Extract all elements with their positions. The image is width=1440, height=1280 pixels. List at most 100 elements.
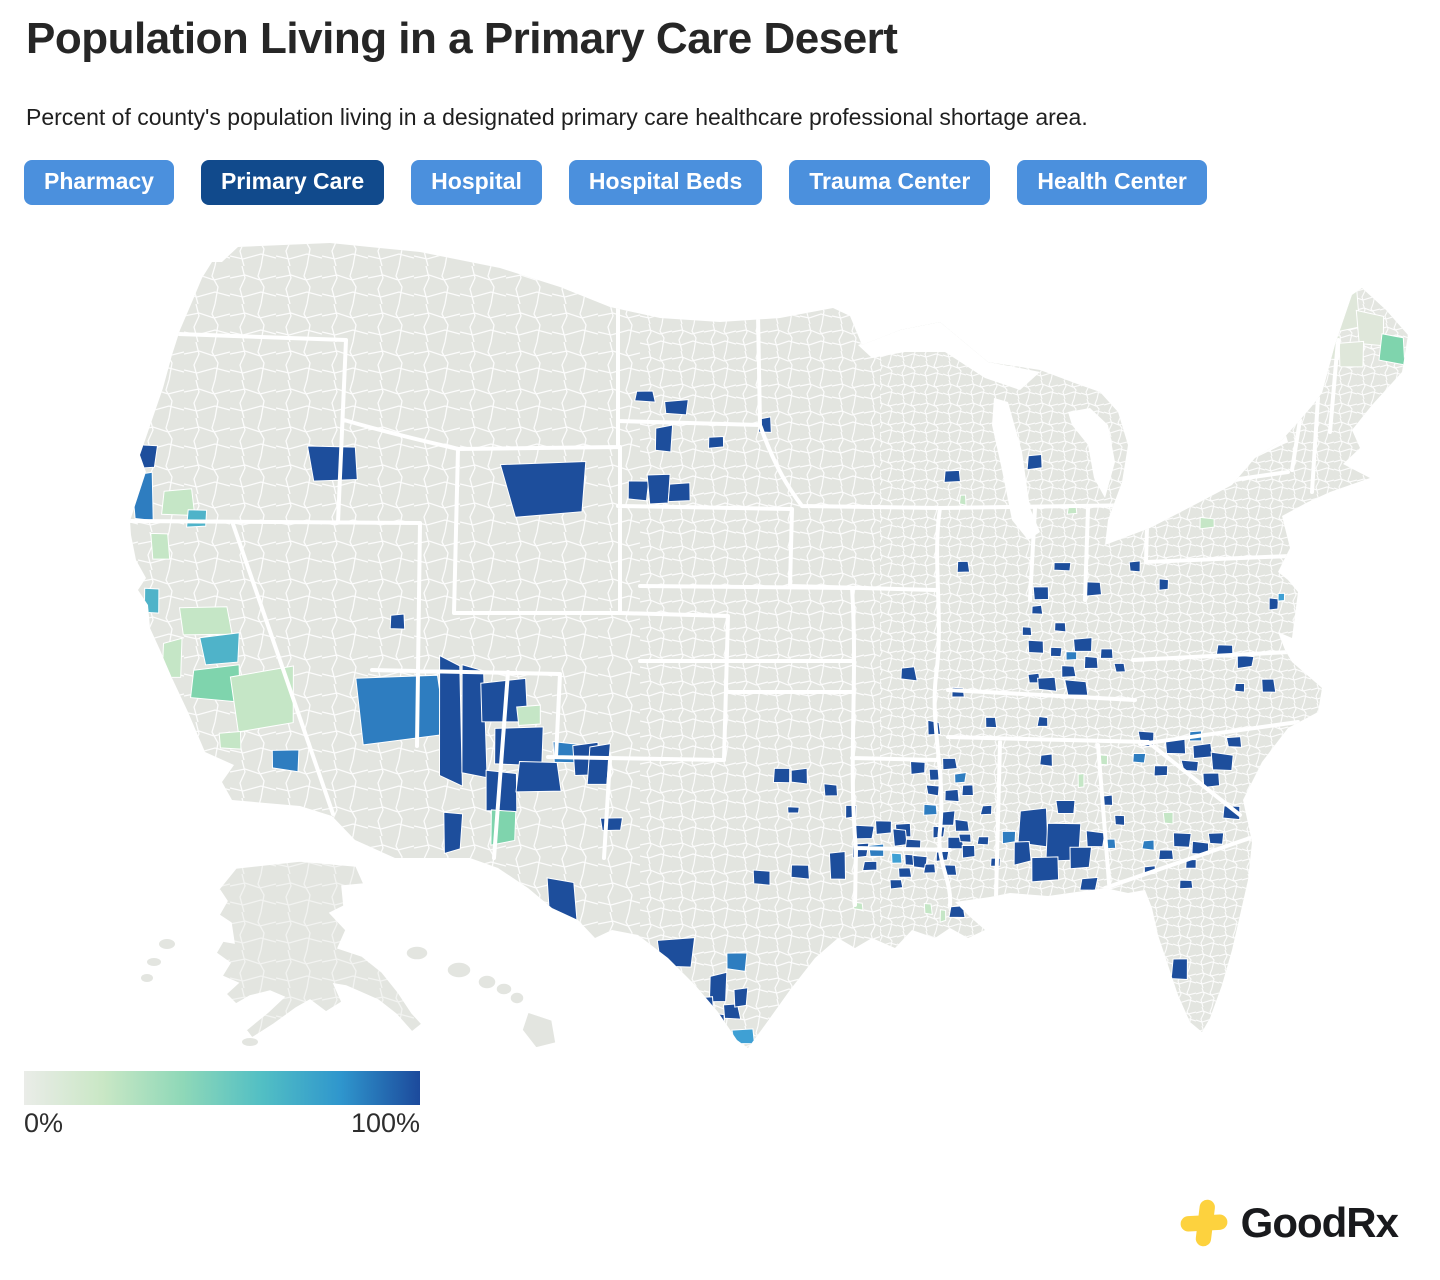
county-shape[interactable]	[1021, 626, 1033, 637]
county-shape[interactable]	[1207, 832, 1225, 845]
county-shape[interactable]	[961, 844, 976, 859]
county-shape[interactable]	[161, 637, 183, 678]
filter-button-primary-care[interactable]: Primary Care	[200, 160, 385, 206]
county-shape[interactable]	[939, 909, 947, 923]
county-shape[interactable]	[1109, 524, 1118, 535]
county-shape[interactable]	[656, 937, 696, 968]
county-shape[interactable]	[942, 757, 958, 771]
county-shape[interactable]	[1026, 453, 1043, 471]
county-shape[interactable]	[634, 390, 656, 403]
county-shape[interactable]	[1234, 683, 1246, 693]
county-shape[interactable]	[1180, 759, 1199, 772]
county-shape[interactable]	[854, 824, 875, 840]
county-shape[interactable]	[1079, 876, 1099, 891]
hawaii-shape[interactable]	[405, 945, 557, 1049]
county-shape[interactable]	[137, 444, 159, 469]
county-shape[interactable]	[485, 769, 518, 813]
county-shape[interactable]	[1064, 679, 1089, 696]
filter-button-health-center[interactable]: Health Center	[1017, 160, 1207, 206]
county-shape[interactable]	[976, 836, 990, 846]
county-shape[interactable]	[1199, 516, 1215, 530]
county-shape[interactable]	[954, 771, 968, 784]
county-shape[interactable]	[708, 971, 728, 1003]
county-shape[interactable]	[956, 560, 971, 573]
county-shape[interactable]	[722, 1003, 742, 1020]
county-shape[interactable]	[1077, 772, 1085, 789]
county-shape[interactable]	[1031, 604, 1044, 615]
county-shape[interactable]	[790, 864, 810, 880]
county-shape[interactable]	[667, 482, 691, 503]
county-shape[interactable]	[1001, 830, 1017, 845]
county-shape[interactable]	[1158, 849, 1174, 861]
county-shape[interactable]	[1338, 340, 1365, 368]
county-shape[interactable]	[1053, 561, 1072, 572]
filter-button-pharmacy[interactable]: Pharmacy	[24, 160, 174, 206]
county-shape[interactable]	[1013, 840, 1032, 866]
county-shape[interactable]	[790, 767, 808, 785]
county-shape[interactable]	[150, 532, 171, 560]
county-shape[interactable]	[954, 818, 970, 832]
county-shape[interactable]	[900, 666, 918, 682]
county-shape[interactable]	[178, 606, 233, 636]
county-shape[interactable]	[130, 471, 154, 522]
county-shape[interactable]	[731, 1028, 756, 1045]
county-shape[interactable]	[828, 850, 847, 880]
county-shape[interactable]	[958, 833, 972, 843]
county-shape[interactable]	[892, 828, 908, 847]
county-shape[interactable]	[186, 509, 208, 528]
county-shape[interactable]	[1055, 800, 1076, 814]
county-shape[interactable]	[1069, 846, 1093, 870]
county-shape[interactable]	[948, 905, 966, 919]
county-shape[interactable]	[516, 704, 541, 727]
county-shape[interactable]	[874, 820, 892, 835]
county-shape[interactable]	[787, 806, 800, 814]
county-shape[interactable]	[1054, 622, 1067, 633]
county-shape[interactable]	[1153, 765, 1169, 777]
county-shape[interactable]	[943, 469, 961, 483]
county-shape[interactable]	[897, 867, 913, 878]
county-shape[interactable]	[1210, 751, 1234, 772]
county-shape[interactable]	[1061, 665, 1077, 678]
county-shape[interactable]	[1017, 807, 1049, 848]
county-shape[interactable]	[1225, 736, 1243, 748]
county-shape[interactable]	[1261, 678, 1277, 693]
county-shape[interactable]	[599, 817, 624, 832]
county-shape[interactable]	[1085, 830, 1106, 848]
county-shape[interactable]	[627, 480, 650, 502]
county-shape[interactable]	[752, 869, 771, 886]
county-shape[interactable]	[1132, 752, 1147, 764]
county-shape[interactable]	[1170, 958, 1188, 981]
county-shape[interactable]	[515, 760, 562, 793]
us-choropleth-map[interactable]	[0, 228, 1440, 1060]
county-shape[interactable]	[1378, 333, 1406, 366]
county-shape[interactable]	[890, 852, 903, 864]
county-shape[interactable]	[1236, 654, 1255, 670]
county-shape[interactable]	[733, 987, 749, 1008]
county-shape[interactable]	[1172, 832, 1192, 848]
county-shape[interactable]	[1114, 814, 1126, 826]
county-shape[interactable]	[726, 952, 748, 972]
county-shape[interactable]	[703, 1011, 726, 1031]
county-shape[interactable]	[923, 902, 933, 916]
county-shape[interactable]	[861, 860, 878, 872]
county-shape[interactable]	[1158, 578, 1170, 591]
county-shape[interactable]	[944, 788, 960, 803]
county-shape[interactable]	[229, 665, 294, 733]
county-shape[interactable]	[1027, 639, 1045, 654]
filter-button-hospital-beds[interactable]: Hospital Beds	[568, 160, 763, 206]
county-shape[interactable]	[218, 730, 242, 750]
county-shape[interactable]	[1277, 592, 1286, 602]
county-shape[interactable]	[889, 879, 904, 890]
county-shape[interactable]	[306, 445, 358, 482]
county-shape[interactable]	[772, 767, 791, 784]
county-shape[interactable]	[646, 473, 671, 505]
county-shape[interactable]	[546, 877, 578, 929]
county-shape[interactable]	[389, 613, 406, 630]
county-shape[interactable]	[1327, 287, 1361, 334]
filter-button-hospital[interactable]: Hospital	[411, 160, 542, 206]
county-shape[interactable]	[355, 674, 447, 746]
county-shape[interactable]	[499, 460, 587, 518]
county-shape[interactable]	[1268, 597, 1279, 611]
county-shape[interactable]	[707, 435, 725, 449]
county-shape[interactable]	[979, 804, 993, 816]
